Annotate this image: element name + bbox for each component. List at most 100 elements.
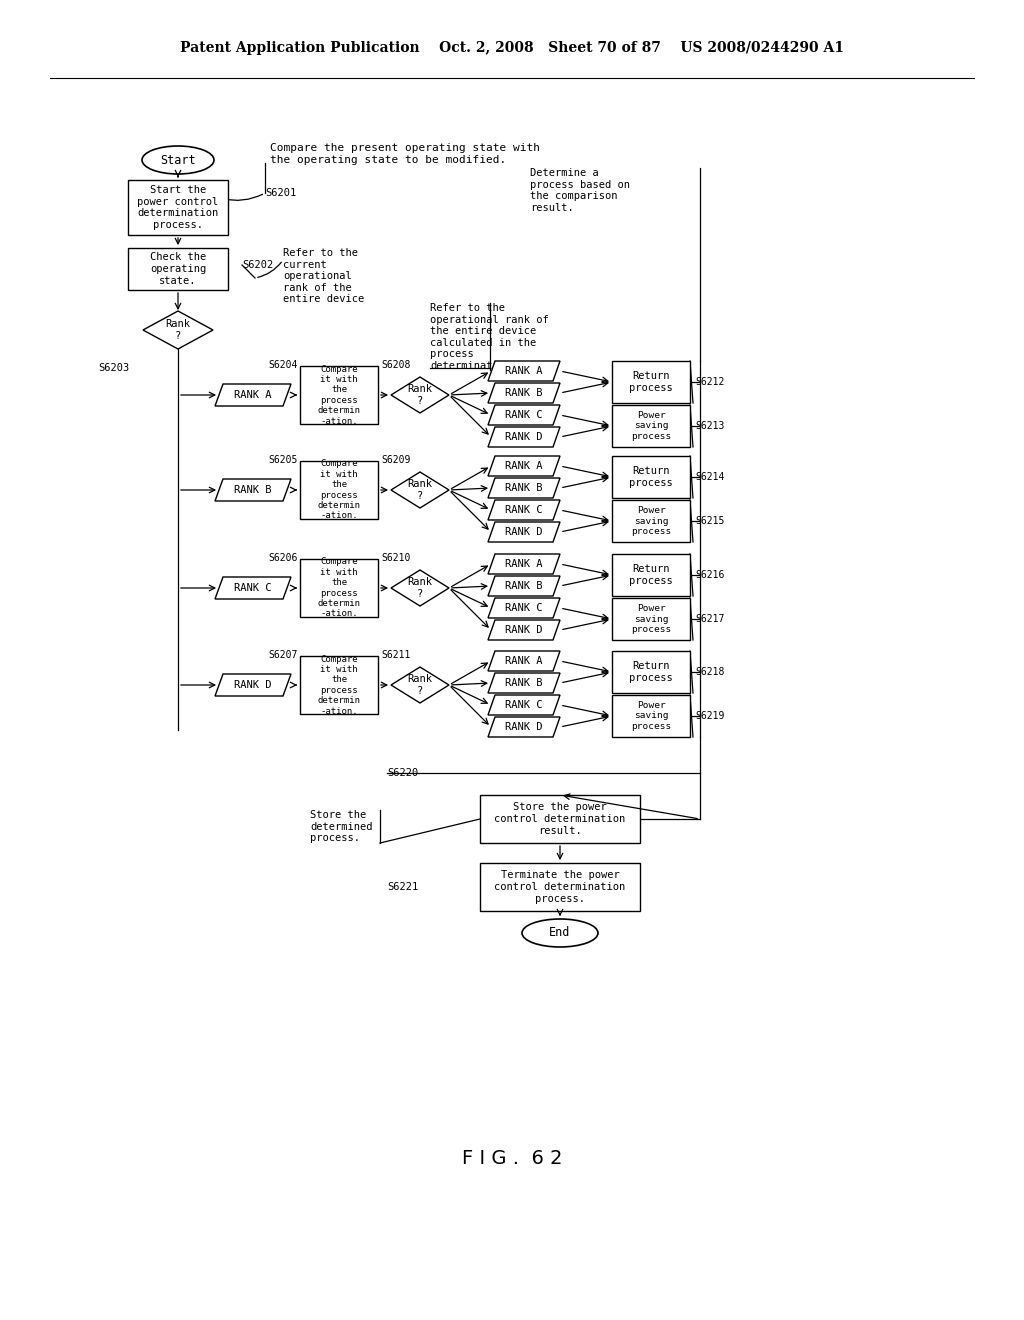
Polygon shape xyxy=(488,673,560,693)
Bar xyxy=(612,500,690,543)
Text: Return
process: Return process xyxy=(629,371,673,393)
Polygon shape xyxy=(488,478,560,498)
Text: Rank
?: Rank ? xyxy=(408,675,432,696)
Polygon shape xyxy=(488,651,560,671)
Text: S6211: S6211 xyxy=(381,649,411,660)
Ellipse shape xyxy=(142,147,214,174)
Text: RANK C: RANK C xyxy=(505,603,543,612)
Text: S6212: S6212 xyxy=(695,378,724,387)
Polygon shape xyxy=(143,312,213,348)
Text: RANK C: RANK C xyxy=(505,411,543,420)
Text: RANK D: RANK D xyxy=(505,624,543,635)
Polygon shape xyxy=(488,360,560,381)
Polygon shape xyxy=(391,473,449,508)
Text: Rank
?: Rank ? xyxy=(408,479,432,500)
Polygon shape xyxy=(488,717,560,737)
Text: RANK A: RANK A xyxy=(505,366,543,376)
Bar xyxy=(612,554,690,597)
Text: S6217: S6217 xyxy=(695,614,724,624)
Text: RANK A: RANK A xyxy=(505,461,543,471)
Text: RANK B: RANK B xyxy=(505,678,543,688)
Text: Rank
?: Rank ? xyxy=(408,577,432,599)
Text: Terminate the power
control determination
process.: Terminate the power control determinatio… xyxy=(495,870,626,904)
Polygon shape xyxy=(488,405,560,425)
Text: RANK A: RANK A xyxy=(234,389,271,400)
Text: S6214: S6214 xyxy=(695,473,724,482)
Polygon shape xyxy=(488,696,560,715)
Text: S6216: S6216 xyxy=(695,570,724,579)
Text: Return
process: Return process xyxy=(629,661,673,682)
Text: S6201: S6201 xyxy=(265,187,296,198)
Bar xyxy=(300,366,378,424)
Bar xyxy=(480,863,640,911)
Text: S6219: S6219 xyxy=(695,711,724,721)
Text: Compare
it with
the
process
determin
-ation.: Compare it with the process determin -at… xyxy=(317,655,360,715)
Text: Power
saving
process: Power saving process xyxy=(631,506,671,536)
Text: S6206: S6206 xyxy=(268,553,298,564)
Text: RANK B: RANK B xyxy=(234,484,271,495)
Text: Rank
?: Rank ? xyxy=(408,384,432,405)
Text: Store the
determined
process.: Store the determined process. xyxy=(310,810,373,843)
Text: S6213: S6213 xyxy=(695,421,724,432)
Text: RANK A: RANK A xyxy=(505,656,543,667)
Text: Start: Start xyxy=(160,153,196,166)
Bar xyxy=(612,598,690,640)
Text: Refer to the
current
operational
rank of the
entire device: Refer to the current operational rank of… xyxy=(283,248,365,305)
Text: End: End xyxy=(549,927,570,940)
Polygon shape xyxy=(488,500,560,520)
Bar xyxy=(300,558,378,616)
Text: RANK A: RANK A xyxy=(505,558,543,569)
Text: Power
saving
process: Power saving process xyxy=(631,605,671,634)
Text: S6210: S6210 xyxy=(381,553,411,564)
Text: Start the
power control
determination
process.: Start the power control determination pr… xyxy=(137,185,219,230)
Text: S6209: S6209 xyxy=(381,455,411,465)
Polygon shape xyxy=(391,667,449,704)
Text: RANK B: RANK B xyxy=(505,483,543,492)
Text: RANK D: RANK D xyxy=(234,680,271,690)
Text: Refer to the
operational rank of
the entire device
calculated in the
process
det: Refer to the operational rank of the ent… xyxy=(430,304,549,371)
Text: RANK B: RANK B xyxy=(505,581,543,591)
Text: Compare the present operating state with
the operating state to be modified.: Compare the present operating state with… xyxy=(270,143,540,165)
Polygon shape xyxy=(488,554,560,574)
Text: Power
saving
process: Power saving process xyxy=(631,701,671,731)
Polygon shape xyxy=(215,675,291,696)
Text: S6208: S6208 xyxy=(381,360,411,370)
Text: RANK D: RANK D xyxy=(505,722,543,733)
Text: Compare
it with
the
process
determin
-ation.: Compare it with the process determin -at… xyxy=(317,459,360,520)
Text: S6205: S6205 xyxy=(268,455,298,465)
Polygon shape xyxy=(391,378,449,413)
Bar xyxy=(612,405,690,447)
Text: Rank
?: Rank ? xyxy=(166,319,190,341)
Text: S6218: S6218 xyxy=(695,667,724,677)
Polygon shape xyxy=(488,620,560,640)
Text: RANK B: RANK B xyxy=(505,388,543,399)
Polygon shape xyxy=(488,455,560,477)
Polygon shape xyxy=(488,576,560,597)
Bar xyxy=(612,696,690,737)
Text: Check the
operating
state.: Check the operating state. xyxy=(150,252,206,285)
Polygon shape xyxy=(488,383,560,403)
Bar xyxy=(128,248,228,290)
Text: S6203: S6203 xyxy=(98,363,129,374)
Text: Determine a
process based on
the comparison
result.: Determine a process based on the compari… xyxy=(530,168,630,213)
Text: Return
process: Return process xyxy=(629,466,673,488)
Ellipse shape xyxy=(522,919,598,946)
Text: S6215: S6215 xyxy=(695,516,724,525)
Bar xyxy=(612,455,690,498)
Bar xyxy=(300,461,378,519)
Text: Return
process: Return process xyxy=(629,564,673,586)
Polygon shape xyxy=(215,577,291,599)
Text: Patent Application Publication    Oct. 2, 2008   Sheet 70 of 87    US 2008/02442: Patent Application Publication Oct. 2, 2… xyxy=(180,41,844,55)
Polygon shape xyxy=(488,598,560,618)
Text: Compare
it with
the
process
determin
-ation.: Compare it with the process determin -at… xyxy=(317,557,360,619)
Text: S6207: S6207 xyxy=(268,649,298,660)
Text: Power
saving
process: Power saving process xyxy=(631,411,671,441)
Polygon shape xyxy=(488,521,560,543)
Text: RANK C: RANK C xyxy=(505,506,543,515)
Polygon shape xyxy=(215,479,291,502)
Bar xyxy=(480,795,640,843)
Polygon shape xyxy=(391,570,449,606)
Text: S6220: S6220 xyxy=(387,768,418,777)
Bar xyxy=(612,360,690,403)
Polygon shape xyxy=(215,384,291,407)
